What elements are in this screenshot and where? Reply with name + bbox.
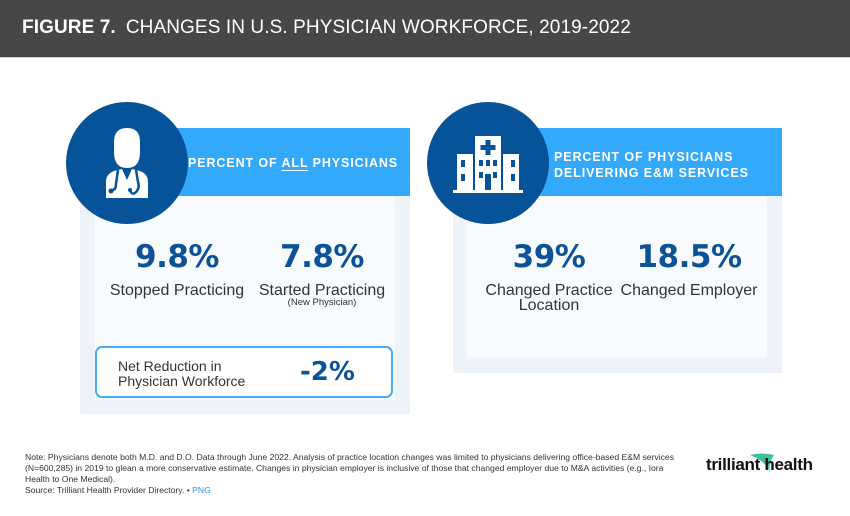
stat-stopped-practicing: 9.8% Stopped Practicing [102,239,252,299]
stat-value: 7.8% [280,239,364,275]
em-physicians-card [467,196,767,357]
banner-text-suffix: PHYSICIANS [308,156,399,170]
stat-changed-employer: 18.5% Changed Employer [614,239,764,299]
net-label-line1: Net Reduction in [118,358,222,374]
hospital-icon [453,136,523,193]
figure-title: FIGURE 7. CHANGES IN U.S. PHYSICIAN WORKF… [22,17,631,39]
stat-value: 18.5% [636,239,742,275]
separator: • [184,485,193,495]
source-text: Source: Trilliant Health Provider Direct… [25,485,185,495]
figure-title-text: CHANGES IN U.S. PHYSICIAN WORKFORCE, 201… [125,17,631,38]
note-text: Note: Physicians denote both M.D. and D.… [25,452,675,484]
stat-label: Started Practicing [258,282,386,299]
source-line: Source: Trilliant Health Provider Direct… [25,485,685,496]
stat-label-line1: Changed Practice [485,282,613,299]
png-download-link[interactable]: PNG [192,485,211,495]
stat-label: Changed Practice Location [474,282,624,314]
figure-header: FIGURE 7. CHANGES IN U.S. PHYSICIAN WORKF… [0,0,850,58]
doctor-icon-circle [66,102,188,224]
net-label-line2: Physician Workforce [118,373,246,389]
stat-started-practicing: 7.8% Started Practicing (New Physician) [247,240,397,308]
banner-text-prefix: PERCENT OF [188,156,282,170]
trilliant-health-logo: trilliant health [704,451,834,477]
net-reduction-value: -2% [300,357,355,387]
stat-label-line2: Location [518,297,580,314]
logo-swoosh-icon [750,453,774,473]
logo-text: trilliant health [706,455,813,474]
net-reduction-label: Net Reduction in Physician Workforce [118,359,245,389]
stat-value: 39% [512,239,586,275]
stat-sublabel: (New Physician) [287,297,357,308]
banner-line1: PERCENT OF PHYSICIANS [554,150,734,164]
stat-value: 9.8% [135,239,219,275]
banner-text-emphasis: ALL [281,156,309,170]
hospital-icon-circle [427,102,549,224]
banner-line2: DELIVERING E&M SERVICES [554,166,749,180]
footnote: Note: Physicians denote both M.D. and D.… [25,452,685,496]
figure-label: FIGURE 7. [22,17,116,38]
net-reduction-box: Net Reduction in Physician Workforce -2% [95,346,393,398]
doctor-icon [106,128,148,198]
stat-changed-practice-location: 39% Changed Practice Location [474,239,624,314]
stat-label: Stopped Practicing [109,282,245,299]
stat-label: Changed Employer [620,282,758,299]
